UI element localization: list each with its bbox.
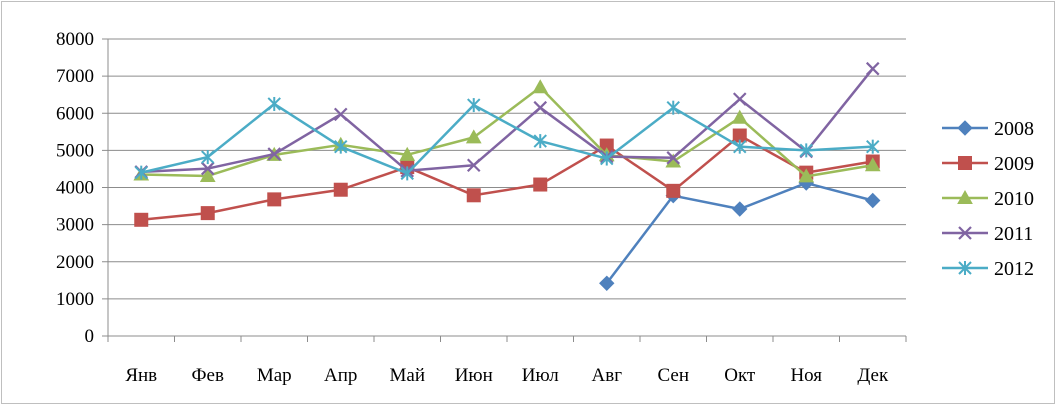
series-line-2008 [605, 181, 874, 285]
data-point-2011-3 [333, 107, 348, 122]
data-point-2011-8 [666, 151, 681, 165]
legend-marker [957, 120, 973, 136]
data-point-2012-3 [334, 139, 348, 154]
series-line-2011 [141, 67, 874, 174]
x-tick-label-7: Авг [592, 365, 623, 386]
data-point-2010-5 [465, 129, 482, 144]
y-tick-label: 4000 [56, 178, 94, 199]
data-point-2009-1 [200, 206, 215, 221]
x-tick-label-8: Сен [657, 365, 689, 386]
y-tick-label: 6000 [56, 103, 94, 124]
y-tick-label: 5000 [56, 140, 94, 161]
data-point-2012-4 [400, 166, 414, 181]
tick-labels: 0 1000 2000 3000 4000 5000 6000 7000 8000 Янв Фев М… [56, 29, 889, 386]
x-tick-label-4: Май [390, 365, 426, 386]
legend-item-2008: 2008 [942, 118, 1034, 140]
x-tick-label-3: Апр [324, 365, 357, 386]
legend-label: 2008 [994, 118, 1034, 140]
y-tick-label: 0 [85, 326, 95, 347]
data-point-2010-9 [731, 109, 748, 124]
y-tick-label: 7000 [56, 66, 94, 87]
x-tick-label-10: Ноя [790, 365, 822, 386]
legend-item-2010: 2010 [942, 188, 1034, 210]
data-point-2009-3 [333, 182, 348, 197]
legend-marker [958, 156, 972, 170]
x-tick-label-2: Мар [257, 365, 292, 386]
legend-label: 2009 [994, 153, 1034, 175]
data-point-2012-7 [600, 151, 614, 166]
legend-item-2012: 2012 [942, 258, 1034, 280]
x-tick-label-0: Янв [125, 365, 157, 386]
data-point-2011-2 [267, 147, 282, 161]
data-point-2008-7 [599, 275, 615, 291]
data-point-2008-9 [732, 201, 748, 217]
series-line-2009 [141, 134, 873, 222]
data-point-2010-10 [798, 168, 815, 183]
data-point-2009-8 [666, 183, 681, 198]
data-point-2009-2 [267, 192, 282, 207]
data-point-2012-1 [201, 150, 215, 165]
y-tick-label: 3000 [56, 215, 94, 236]
y-tick-label: 2000 [56, 252, 94, 273]
legend-item-2011: 2011 [942, 223, 1033, 245]
data-point-2011-6 [533, 100, 548, 115]
data-point-2012-10 [799, 143, 813, 158]
legend-marker [957, 189, 973, 204]
series-line-2010 [141, 86, 873, 178]
data-point-2012-5 [467, 98, 481, 113]
data-point-2009-0 [134, 212, 149, 227]
data-point-2012-11 [866, 139, 880, 154]
data-point-2010-4 [399, 146, 416, 161]
x-tick-label-11: Дек [857, 365, 889, 386]
data-point-2012-9 [733, 139, 747, 154]
data-point-2010-6 [532, 79, 549, 94]
data-point-2008-11 [865, 192, 881, 209]
data-point-2012-6 [533, 134, 547, 149]
x-tick-label-9: Окт [724, 365, 756, 386]
y-tick-label: 8000 [56, 29, 94, 50]
legend-item-2009: 2009 [942, 153, 1034, 175]
data-point-2009-6 [533, 177, 548, 192]
legend-marker [958, 261, 972, 275]
x-tick-label-5: Июн [455, 365, 493, 386]
y-tick-label: 1000 [56, 289, 94, 310]
data-point-2009-5 [466, 188, 481, 203]
data-point-2011-1 [200, 161, 215, 176]
legend-label: 2011 [994, 223, 1033, 245]
data-point-2010-11 [864, 157, 881, 172]
data-point-2011-11 [865, 61, 880, 76]
x-tick-label-1: Фев [192, 365, 224, 386]
legend-marker [958, 226, 972, 240]
data-point-2011-9 [732, 92, 747, 106]
data-point-2012-2 [267, 96, 281, 111]
data-point-2010-1 [199, 167, 216, 182]
legend-label: 2012 [994, 258, 1034, 280]
x-tick-label-6: Июл [522, 365, 559, 386]
legend: 2008 2009 2010 2011 2012 [942, 118, 1034, 280]
series-line-2012 [140, 102, 873, 175]
data-point-2012-0 [134, 165, 148, 180]
axes [102, 38, 907, 342]
legend-label: 2010 [994, 188, 1034, 210]
data-point-2011-5 [466, 158, 481, 173]
series-layer [133, 61, 881, 291]
data-point-2012-8 [666, 100, 680, 115]
